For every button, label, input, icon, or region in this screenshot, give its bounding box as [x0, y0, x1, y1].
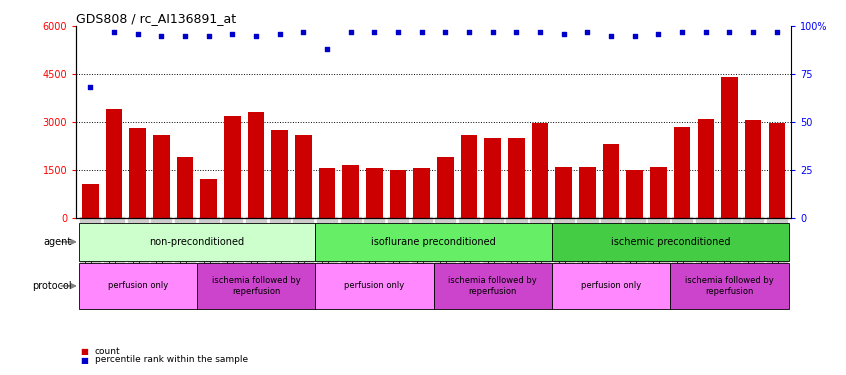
Bar — [433, 262, 552, 309]
Bar — [627, 170, 643, 217]
Text: perfusion only: perfusion only — [581, 281, 641, 290]
Bar — [744, 120, 761, 218]
Point — [699, 29, 712, 35]
Bar — [295, 135, 311, 218]
Point — [202, 33, 216, 39]
Bar — [552, 262, 670, 309]
Point — [297, 29, 310, 35]
Point — [131, 31, 145, 37]
Point — [604, 33, 618, 39]
Bar — [673, 127, 690, 218]
Point — [107, 29, 121, 35]
Point — [273, 31, 287, 37]
Bar — [106, 109, 123, 217]
Text: count: count — [95, 347, 120, 356]
Point — [84, 84, 97, 90]
Bar — [316, 223, 552, 261]
Bar — [248, 112, 264, 218]
Bar — [532, 123, 548, 218]
Bar — [670, 262, 788, 309]
Bar — [153, 135, 170, 218]
Point — [392, 29, 405, 35]
Point — [746, 29, 760, 35]
Point — [226, 31, 239, 37]
Point — [415, 29, 429, 35]
Text: ischemia followed by
reperfusion: ischemia followed by reperfusion — [448, 276, 537, 296]
Bar — [316, 262, 433, 309]
Text: isoflurane preconditioned: isoflurane preconditioned — [371, 237, 496, 247]
Text: agent: agent — [44, 237, 72, 247]
Text: GDS808 / rc_AI136891_at: GDS808 / rc_AI136891_at — [76, 12, 236, 25]
Bar — [201, 179, 217, 218]
Bar — [485, 138, 501, 218]
Point — [533, 29, 547, 35]
Text: ■: ■ — [80, 356, 88, 364]
Point — [368, 29, 382, 35]
Text: percentile rank within the sample: percentile rank within the sample — [95, 356, 248, 364]
Point — [155, 33, 168, 39]
Bar — [414, 168, 430, 217]
Text: protocol: protocol — [32, 281, 72, 291]
Point — [438, 29, 452, 35]
Bar — [390, 170, 406, 217]
Point — [580, 29, 594, 35]
Bar — [319, 168, 335, 217]
Point — [250, 33, 263, 39]
Bar — [129, 128, 146, 217]
Point — [651, 31, 665, 37]
Bar — [556, 166, 572, 218]
Point — [628, 33, 641, 39]
Point — [344, 29, 358, 35]
Point — [321, 46, 334, 52]
Bar — [721, 77, 738, 218]
Text: non-preconditioned: non-preconditioned — [149, 237, 244, 247]
Bar — [79, 223, 316, 261]
Point — [722, 29, 736, 35]
Text: ■: ■ — [80, 347, 88, 356]
Text: perfusion only: perfusion only — [344, 281, 404, 290]
Bar — [197, 262, 316, 309]
Bar — [366, 168, 382, 217]
Text: perfusion only: perfusion only — [107, 281, 168, 290]
Bar — [437, 157, 453, 218]
Bar — [82, 184, 99, 218]
Bar — [224, 116, 240, 218]
Bar — [272, 130, 288, 218]
Point — [557, 31, 570, 37]
Bar — [461, 135, 477, 218]
Bar — [651, 166, 667, 218]
Bar — [580, 166, 596, 218]
Text: ischemic preconditioned: ischemic preconditioned — [611, 237, 730, 247]
Text: ischemia followed by
reperfusion: ischemia followed by reperfusion — [685, 276, 774, 296]
Text: ischemia followed by
reperfusion: ischemia followed by reperfusion — [212, 276, 300, 296]
Point — [179, 33, 192, 39]
Point — [462, 29, 475, 35]
Bar — [697, 118, 714, 218]
Point — [509, 29, 523, 35]
Bar — [552, 223, 788, 261]
Point — [770, 29, 783, 35]
Bar — [177, 157, 194, 218]
Bar — [603, 144, 619, 218]
Bar — [768, 123, 785, 218]
Bar — [79, 262, 197, 309]
Point — [675, 29, 689, 35]
Bar — [343, 165, 359, 218]
Bar — [508, 138, 525, 218]
Point — [486, 29, 499, 35]
